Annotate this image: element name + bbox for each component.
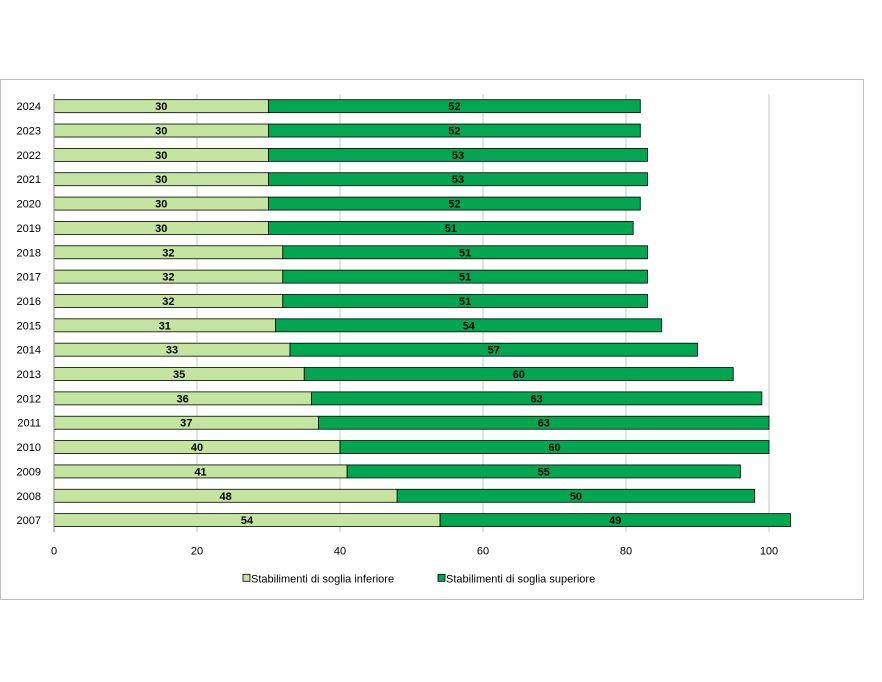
y-category-label: 2019 <box>17 223 41 235</box>
data-label: 30 <box>155 126 167 138</box>
data-label: 31 <box>159 320 171 332</box>
data-label: 52 <box>448 199 460 211</box>
x-tick-label: 40 <box>334 545 346 557</box>
chart-frame: 0 20 40 60 80 100 2024 2023 2022 2021 2020 2019 2018… <box>0 79 864 600</box>
y-category-label: 2012 <box>17 393 41 405</box>
data-label: 51 <box>459 296 471 308</box>
bar-soglia-superiore <box>282 245 648 260</box>
legend-label: Stabilimenti di soglia superiore <box>446 573 595 585</box>
data-label: 32 <box>162 247 174 259</box>
y-category-label: 2022 <box>17 150 41 162</box>
data-label: 30 <box>155 101 167 113</box>
bar-soglia-superiore <box>396 488 756 503</box>
x-tick-label: 20 <box>191 545 203 557</box>
data-label: 32 <box>162 296 174 308</box>
data-label: 57 <box>488 345 500 357</box>
data-label: 36 <box>177 393 189 405</box>
data-labels: 30 52 30 52 30 53 30 53 30 52 30 51 32 51 32 51 32 51 31 54… <box>155 101 621 527</box>
y-category-label: 2008 <box>17 491 41 503</box>
bar-soglia-superiore <box>289 342 698 357</box>
bar-soglia-superiore <box>268 196 641 211</box>
bar-soglia-superiore <box>268 123 641 138</box>
bars <box>53 99 791 528</box>
y-category-label: 2024 <box>17 101 41 113</box>
y-category-label: 2018 <box>17 247 41 259</box>
data-label: 50 <box>570 491 582 503</box>
stacked-bar-chart: 0 20 40 60 80 100 2024 2023 2022 2021 2020 2019 2018… <box>17 94 791 585</box>
data-label: 40 <box>191 442 203 454</box>
data-label: 37 <box>180 418 192 430</box>
data-label: 63 <box>531 393 543 405</box>
data-label: 30 <box>155 223 167 235</box>
x-tick-label: 100 <box>760 545 778 557</box>
axes: 0 20 40 60 80 100 2024 2023 2022 2021 2020 2019 2018… <box>17 94 778 557</box>
y-category-label: 2010 <box>17 442 41 454</box>
bar-soglia-superiore <box>303 367 734 381</box>
y-category-label: 2021 <box>17 174 41 186</box>
bar-soglia-superiore <box>310 391 763 406</box>
data-label: 53 <box>452 174 464 186</box>
data-label: 30 <box>155 174 167 186</box>
legend-item-soglia-inferiore: Stabilimenti di soglia inferiore <box>242 573 394 585</box>
y-category-label: 2023 <box>17 126 41 138</box>
legend: Stabilimenti di soglia inferiore Stabilim… <box>242 573 595 585</box>
data-label: 54 <box>241 515 254 527</box>
y-category-label: 2013 <box>17 369 41 381</box>
data-label: 52 <box>448 126 460 138</box>
data-label: 41 <box>194 466 206 478</box>
y-category-label: 2017 <box>17 272 41 284</box>
data-label: 33 <box>166 345 178 357</box>
data-label: 51 <box>459 247 471 259</box>
y-category-label: 2020 <box>17 199 41 211</box>
bar-soglia-superiore <box>268 221 634 235</box>
y-category-label: 2011 <box>17 418 41 430</box>
data-label: 54 <box>463 320 476 332</box>
data-label: 51 <box>445 223 457 235</box>
y-category-label: 2015 <box>17 320 41 332</box>
x-tick-label: 80 <box>620 545 632 557</box>
data-label: 32 <box>162 272 174 284</box>
y-category-label: 2009 <box>17 466 41 478</box>
data-label: 60 <box>513 369 525 381</box>
data-label: 30 <box>155 199 167 211</box>
data-label: 53 <box>452 150 464 162</box>
data-label: 30 <box>155 150 167 162</box>
bar-soglia-superiore <box>268 99 641 114</box>
data-label: 51 <box>459 272 471 284</box>
legend-item-soglia-superiore: Stabilimenti di soglia superiore <box>437 573 595 585</box>
y-category-label: 2007 <box>17 515 41 527</box>
legend-swatch <box>242 573 251 582</box>
bar-soglia-superiore <box>318 415 770 430</box>
bar-soglia-superiore <box>439 513 791 528</box>
data-label: 48 <box>219 491 231 503</box>
data-label: 63 <box>538 418 550 430</box>
legend-swatch <box>437 573 446 582</box>
legend-label: Stabilimenti di soglia inferiore <box>251 573 394 585</box>
data-label: 35 <box>173 369 185 381</box>
bar-soglia-superiore <box>282 294 648 308</box>
data-label: 60 <box>548 442 560 454</box>
data-label: 49 <box>609 515 621 527</box>
x-tick-label: 0 <box>51 545 57 557</box>
bar-soglia-superiore <box>268 147 648 162</box>
data-label: 55 <box>538 466 550 478</box>
x-tick-label: 60 <box>477 545 489 557</box>
data-label: 52 <box>448 101 460 113</box>
bar-soglia-superiore <box>282 269 648 284</box>
y-category-label: 2016 <box>17 296 41 308</box>
bar-soglia-superiore <box>346 464 741 479</box>
bar-soglia-superiore <box>339 440 770 454</box>
bar-soglia-superiore <box>268 172 648 187</box>
y-category-label: 2014 <box>17 345 41 357</box>
bar-soglia-superiore <box>275 318 663 333</box>
gridlines <box>196 94 770 533</box>
